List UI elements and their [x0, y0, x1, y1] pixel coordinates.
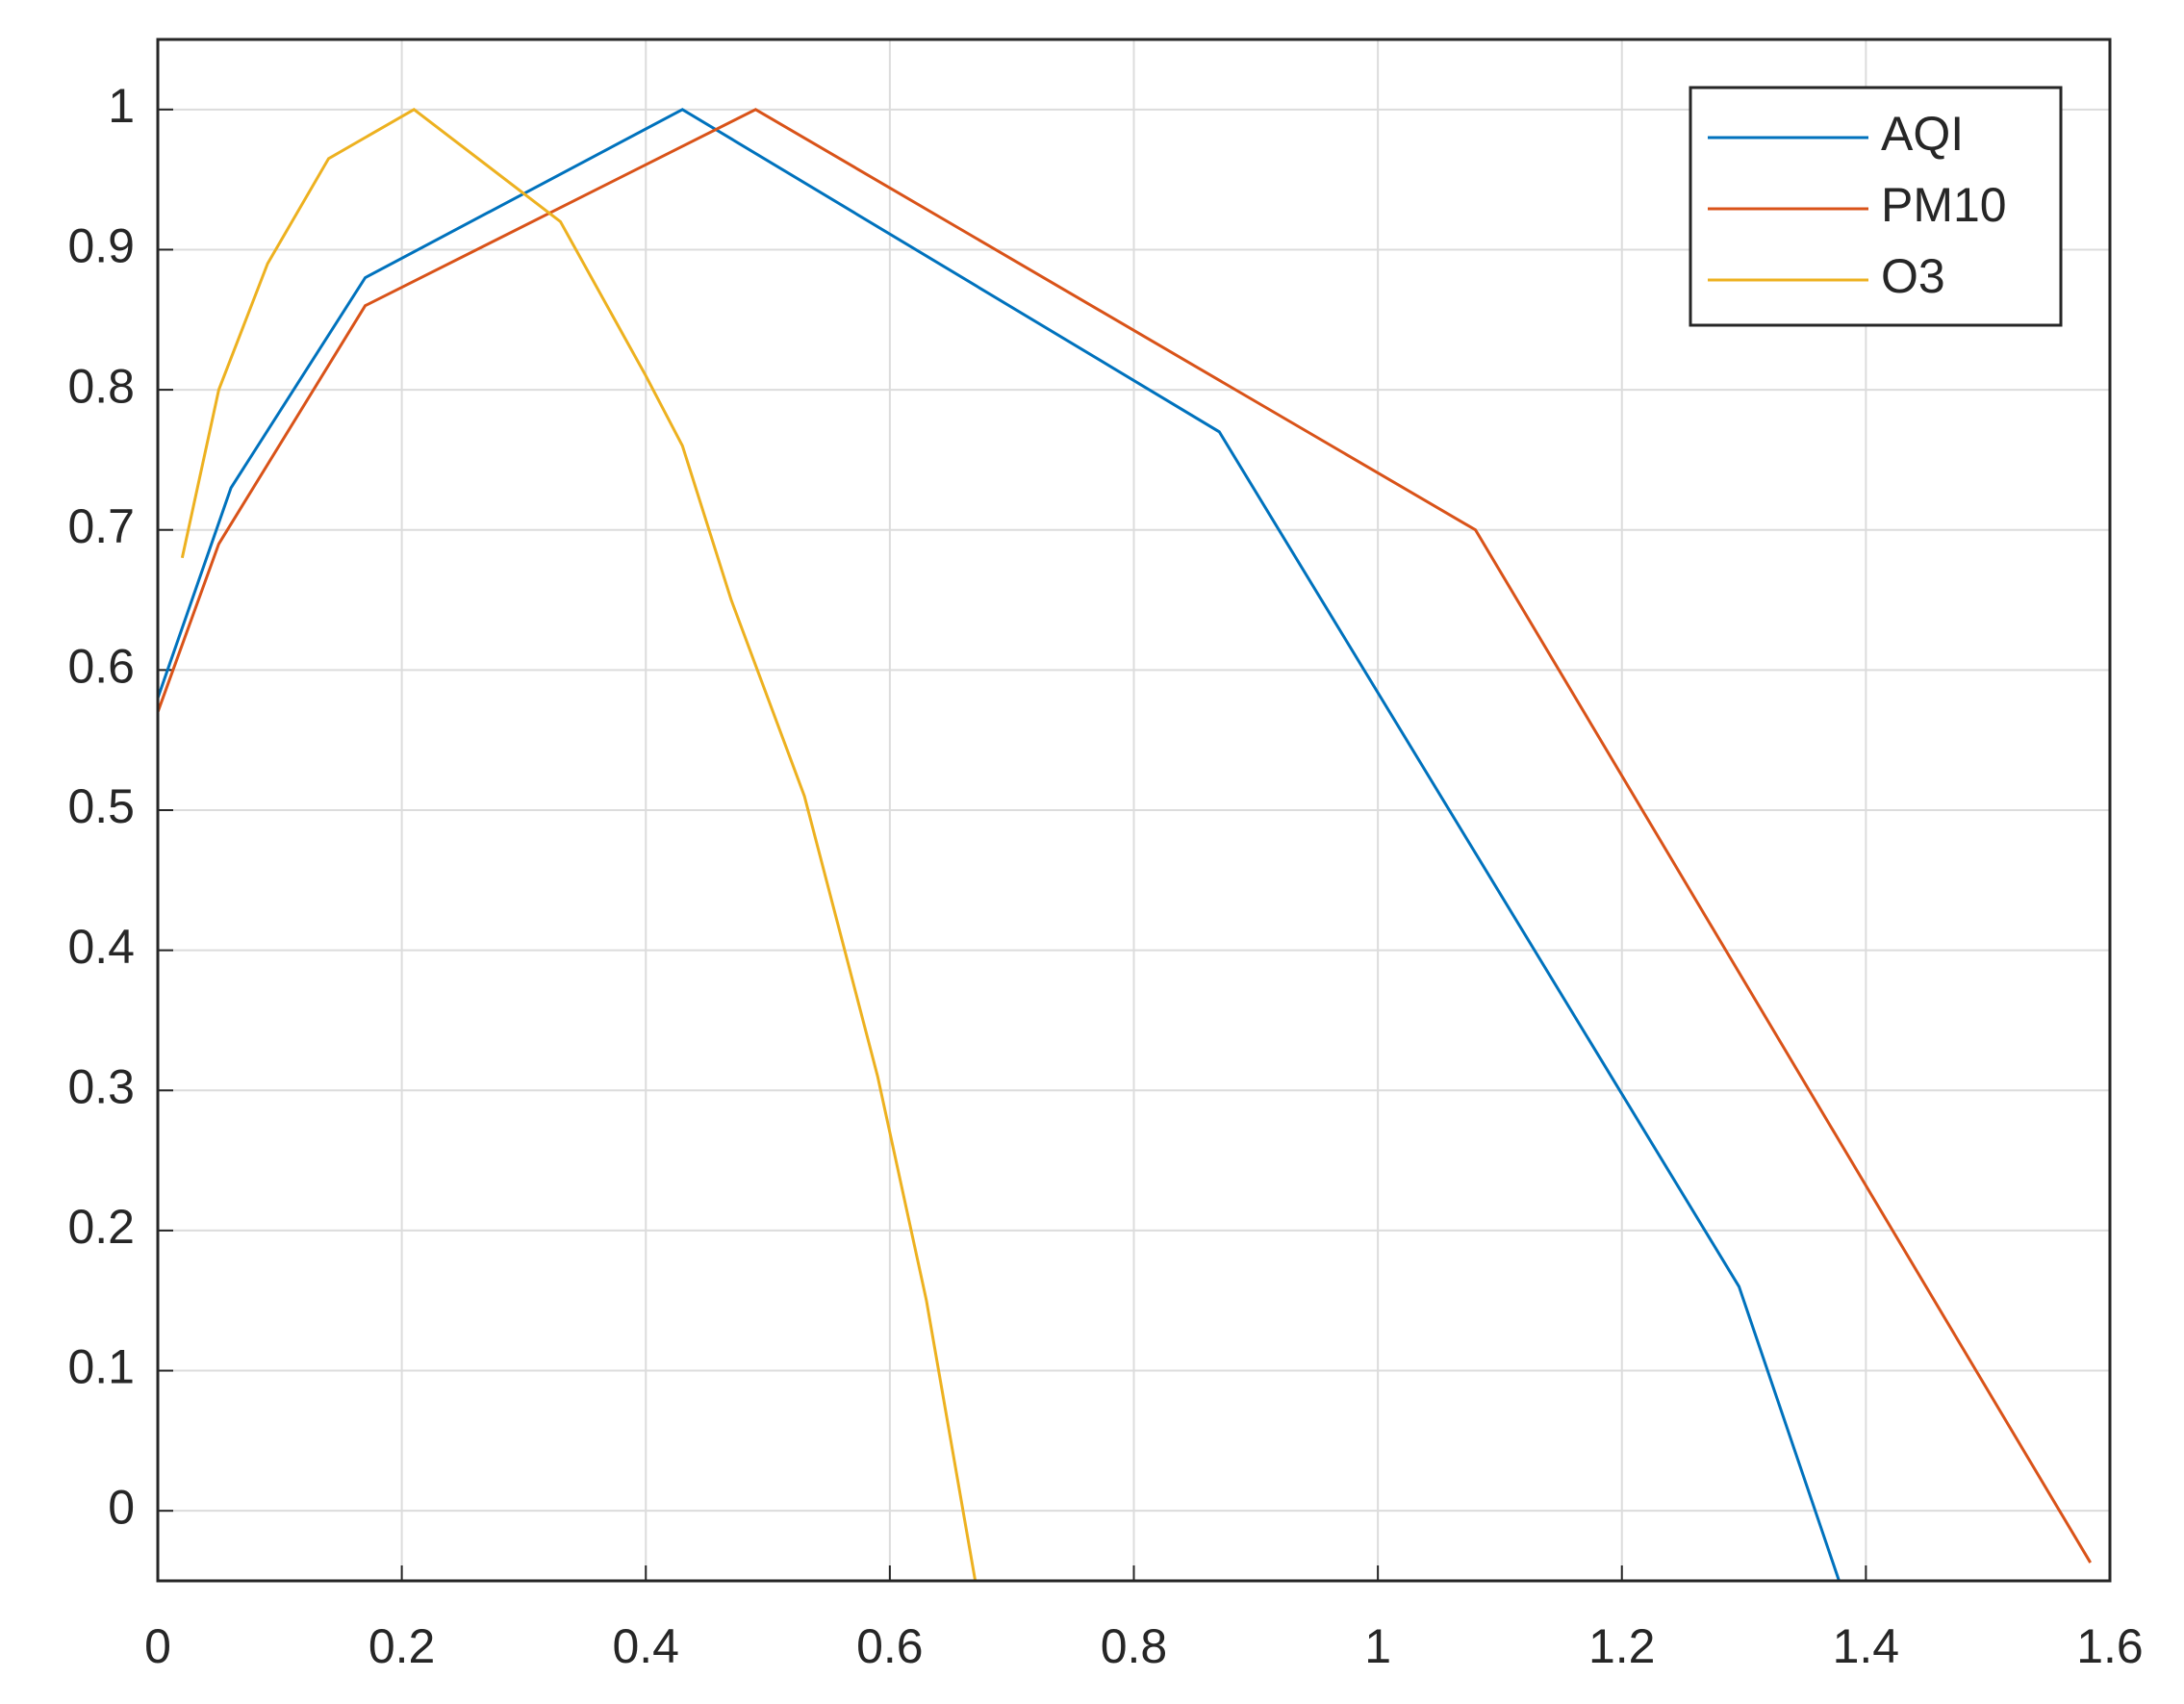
line-series: [156, 108, 2092, 1564]
y-tick-label: 0.5: [67, 779, 135, 833]
y-tick-label: 0.9: [67, 219, 135, 273]
x-tick-label: 0.6: [856, 1619, 924, 1673]
x-tick-label: 0.2: [368, 1619, 436, 1673]
y-tick-label: 0.2: [67, 1200, 135, 1254]
x-tick-label: 1: [1364, 1619, 1391, 1673]
legend-label: AQI: [1881, 107, 1964, 161]
legend-label: O3: [1881, 249, 1945, 303]
legend-label: PM10: [1881, 178, 2007, 232]
x-tick-label: 0.4: [612, 1619, 679, 1673]
x-tick-label: 0: [144, 1619, 171, 1673]
x-tick-label: 1.4: [1833, 1619, 1900, 1673]
x-tick-label: 1.2: [1588, 1619, 1656, 1673]
line-series: [156, 108, 1841, 1582]
line-series: [180, 108, 978, 1582]
y-tick-label: 0.4: [67, 920, 135, 974]
y-tick-label: 0.6: [67, 640, 135, 694]
legend: [1689, 86, 2063, 327]
x-tick-label: 1.6: [2076, 1619, 2144, 1673]
y-tick-label: 0.7: [67, 499, 135, 553]
y-tick-label: 0.8: [67, 359, 135, 413]
y-tick-label: 0.3: [67, 1059, 135, 1113]
y-tick-label: 0: [108, 1480, 135, 1534]
y-tick-label: 0.1: [67, 1340, 135, 1394]
plot-border: [156, 38, 2112, 1583]
x-tick-label: 0.8: [1101, 1619, 1168, 1673]
y-tick-label: 1: [108, 79, 135, 133]
